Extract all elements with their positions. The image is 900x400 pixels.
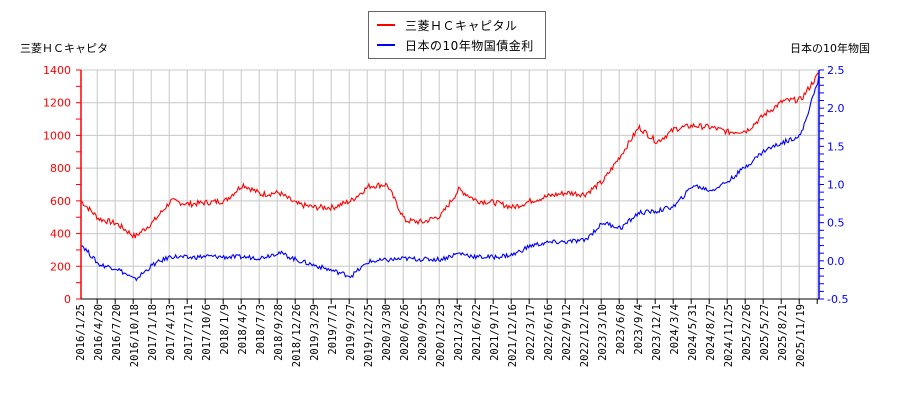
svg-text:400: 400 <box>50 228 71 241</box>
svg-text:0.0: 0.0 <box>827 255 845 268</box>
svg-text:-0.5: -0.5 <box>827 293 848 306</box>
svg-text:2023/12/1: 2023/12/1 <box>651 304 663 361</box>
svg-text:2024/11/25: 2024/11/25 <box>723 304 735 367</box>
svg-text:800: 800 <box>50 162 71 175</box>
svg-text:2023/9/4: 2023/9/4 <box>633 304 645 355</box>
svg-text:2020/12/23: 2020/12/23 <box>435 304 447 367</box>
svg-text:2.0: 2.0 <box>827 102 845 115</box>
svg-text:2018/9/28: 2018/9/28 <box>273 304 285 361</box>
svg-text:2019/9/27: 2019/9/27 <box>345 304 357 361</box>
right-axis-title: 日本の10年物国 <box>790 42 870 55</box>
svg-text:2018/12/26: 2018/12/26 <box>291 304 303 367</box>
left-axis-title: 三菱ＨＣキャピタ <box>20 42 108 55</box>
left-y-axis: 0 200 400 600 800 1000 1200 1400 <box>43 64 82 306</box>
svg-text:2019/3/29: 2019/3/29 <box>309 304 321 361</box>
svg-text:2016/4/20: 2016/4/20 <box>93 304 105 361</box>
svg-text:2022/6/16: 2022/6/16 <box>543 304 555 361</box>
svg-text:2025/2/26: 2025/2/26 <box>741 304 753 361</box>
legend-label: 日本の10年物国債金利 <box>405 38 534 53</box>
svg-text:2025/8/21: 2025/8/21 <box>777 304 789 361</box>
svg-text:2019/12/25: 2019/12/25 <box>363 304 375 367</box>
svg-text:2018/4/5: 2018/4/5 <box>237 304 249 355</box>
svg-text:2017/7/11: 2017/7/11 <box>183 304 195 361</box>
svg-text:0.5: 0.5 <box>827 217 845 230</box>
svg-text:2022/3/17: 2022/3/17 <box>525 304 537 361</box>
grid-lines <box>81 69 819 299</box>
legend-label: 三菱ＨＣキャピタル <box>405 18 518 33</box>
x-axis: 2016/1/25 2016/4/20 2016/7/20 2016/10/18 201… <box>75 298 819 367</box>
svg-text:2025/11/19: 2025/11/19 <box>795 304 807 367</box>
legend-item-mitsubishi-hc: 三菱ＨＣキャピタル <box>377 17 518 33</box>
svg-text:2016/1/25: 2016/1/25 <box>75 304 87 361</box>
svg-text:2017/10/6: 2017/10/6 <box>201 304 213 361</box>
svg-text:1200: 1200 <box>43 97 71 110</box>
legend-swatch-blue <box>377 44 395 46</box>
svg-text:1.0: 1.0 <box>827 179 845 192</box>
svg-text:1400: 1400 <box>43 64 71 77</box>
svg-text:2019/7/1: 2019/7/1 <box>327 304 339 355</box>
svg-text:2020/6/26: 2020/6/26 <box>399 304 411 361</box>
series-lines <box>80 72 820 282</box>
svg-text:600: 600 <box>50 195 71 208</box>
svg-text:2024/5/31: 2024/5/31 <box>687 304 699 361</box>
svg-text:2016/7/20: 2016/7/20 <box>111 304 123 361</box>
svg-text:2.5: 2.5 <box>827 64 845 77</box>
svg-text:2020/9/25: 2020/9/25 <box>417 304 429 361</box>
svg-text:2022/12/12: 2022/12/12 <box>579 304 591 367</box>
svg-text:2021/6/22: 2021/6/22 <box>471 304 483 361</box>
svg-text:0: 0 <box>64 293 71 306</box>
svg-text:2020/3/30: 2020/3/30 <box>381 304 393 361</box>
svg-text:2023/6/8: 2023/6/8 <box>615 304 627 355</box>
svg-text:2022/9/12: 2022/9/12 <box>561 304 573 361</box>
svg-text:2018/1/9: 2018/1/9 <box>219 304 231 355</box>
svg-text:2021/9/17: 2021/9/17 <box>489 304 501 361</box>
svg-text:2016/10/18: 2016/10/18 <box>129 304 141 367</box>
right-y-axis: -0.5 0.0 0.5 1.0 1.5 2.0 2.5 <box>818 64 848 306</box>
svg-text:2021/3/24: 2021/3/24 <box>453 304 465 361</box>
svg-text:200: 200 <box>50 260 71 273</box>
svg-text:2017/4/13: 2017/4/13 <box>165 304 177 361</box>
chart-legend: 三菱ＨＣキャピタル 日本の10年物国債金利 <box>368 11 546 59</box>
svg-text:2023/3/10: 2023/3/10 <box>597 304 609 361</box>
svg-text:2025/5/27: 2025/5/27 <box>759 304 771 361</box>
svg-text:1000: 1000 <box>43 129 71 142</box>
legend-item-jgb-10y: 日本の10年物国債金利 <box>377 37 534 53</box>
svg-text:2017/1/18: 2017/1/18 <box>147 304 159 361</box>
svg-text:2021/12/16: 2021/12/16 <box>507 304 519 367</box>
svg-text:1.5: 1.5 <box>827 140 845 153</box>
svg-text:2024/3/4: 2024/3/4 <box>669 304 681 355</box>
svg-text:2024/8/27: 2024/8/27 <box>705 304 717 361</box>
legend-swatch-red <box>377 24 395 26</box>
svg-text:2018/7/3: 2018/7/3 <box>255 304 267 355</box>
